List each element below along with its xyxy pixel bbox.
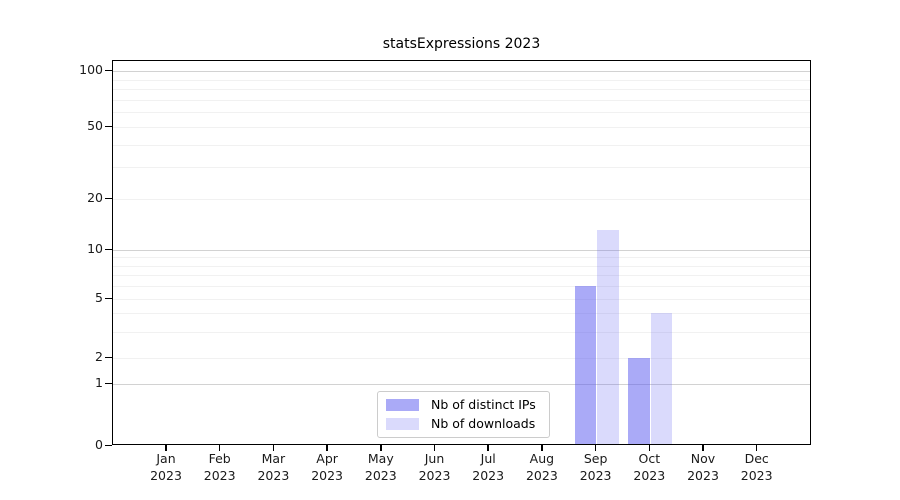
- y-axis-tick-label: 5: [95, 290, 103, 305]
- x-axis-tick-label: Jan 2023: [150, 451, 182, 483]
- bar-oct-distinct-ips: [628, 357, 650, 444]
- minor-gridline: [113, 127, 810, 128]
- x-axis-tick: [648, 445, 651, 451]
- y-axis-tick: [105, 69, 112, 71]
- minor-gridline: [113, 99, 810, 101]
- x-axis-tick: [541, 445, 543, 451]
- x-axis-tick-label: Mar 2023: [257, 451, 290, 483]
- y-axis-tick-label: 50: [87, 118, 103, 133]
- x-axis-tick: [755, 445, 758, 451]
- x-axis-tick-label: Oct 2023: [633, 451, 666, 483]
- legend-item-downloads: Nb of downloads: [386, 417, 540, 431]
- x-axis-tick: [380, 445, 382, 451]
- minor-gridline: [113, 257, 810, 259]
- x-axis-tick-label: Apr 2023: [311, 451, 343, 483]
- x-axis-tick-label: Jun 2023: [418, 451, 451, 483]
- x-axis-tick: [272, 445, 275, 451]
- legend: Nb of distinct IPs Nb of downloads: [377, 391, 550, 438]
- minor-gridline: [113, 331, 810, 333]
- legend-swatch-downloads-icon: [386, 418, 419, 430]
- minor-gridline: [113, 144, 810, 146]
- gridlines-layer: [113, 61, 810, 444]
- major-gridline: [113, 384, 810, 385]
- bar-sep-downloads: [597, 230, 619, 444]
- minor-gridline: [113, 79, 810, 81]
- chart-title: statsExpressions 2023: [382, 36, 541, 52]
- y-axis-tick: [105, 297, 112, 299]
- x-axis-tick: [165, 445, 167, 451]
- minor-gridline: [113, 265, 810, 267]
- y-axis-tick-label: 20: [87, 190, 103, 205]
- y-axis-tick: [105, 197, 112, 199]
- x-axis-tick: [594, 445, 597, 451]
- y-axis-tick-label: 2: [95, 349, 103, 364]
- minor-gridline: [113, 89, 810, 91]
- legend-swatch-distinct-ips-icon: [386, 399, 419, 411]
- y-axis-tick-label: 10: [87, 241, 103, 256]
- minor-gridline: [113, 286, 810, 288]
- x-axis-tick: [702, 445, 704, 451]
- minor-gridline: [113, 299, 810, 300]
- x-axis-tick-label: Dec 2023: [740, 451, 773, 483]
- legend-label-distinct-ips: Nb of distinct IPs: [431, 397, 536, 412]
- x-axis-tick-label: May 2023: [364, 451, 397, 483]
- y-axis-tick: [105, 125, 112, 127]
- y-axis-tick: [105, 444, 112, 446]
- y-axis-tick: [105, 356, 112, 358]
- minor-gridline: [113, 313, 810, 315]
- major-gridline: [113, 71, 810, 72]
- legend-label-downloads: Nb of downloads: [431, 416, 536, 431]
- y-axis-tick-label: 1: [95, 375, 103, 390]
- bar-sep-distinct-ips: [574, 285, 597, 444]
- x-axis-tick: [326, 445, 328, 451]
- x-axis-tick-label: Nov 2023: [687, 451, 719, 483]
- minor-gridline: [113, 199, 810, 200]
- y-axis-tick-label: 0: [95, 437, 103, 452]
- minor-gridline: [113, 358, 810, 359]
- legend-item-distinct-ips: Nb of distinct IPs: [386, 398, 540, 412]
- y-axis-tick: [105, 382, 112, 384]
- major-gridline: [113, 250, 810, 251]
- y-axis-tick-label: 100: [79, 62, 103, 77]
- x-axis-tick-label: Aug 2023: [525, 451, 558, 483]
- minor-gridline: [113, 275, 810, 277]
- bar-oct-downloads: [650, 312, 673, 444]
- x-axis-tick: [433, 445, 436, 451]
- x-axis-tick: [218, 445, 221, 451]
- x-axis-tick: [487, 445, 489, 451]
- plot-area: [112, 60, 811, 445]
- x-axis-tick-label: Jul 2023: [472, 451, 505, 483]
- x-axis-tick-label: Sep 2023: [579, 451, 612, 483]
- minor-gridline: [113, 167, 810, 169]
- bars-layer: [113, 61, 810, 444]
- minor-gridline: [113, 112, 810, 114]
- x-axis-tick-label: Feb 2023: [203, 451, 236, 483]
- y-axis-tick: [105, 248, 112, 250]
